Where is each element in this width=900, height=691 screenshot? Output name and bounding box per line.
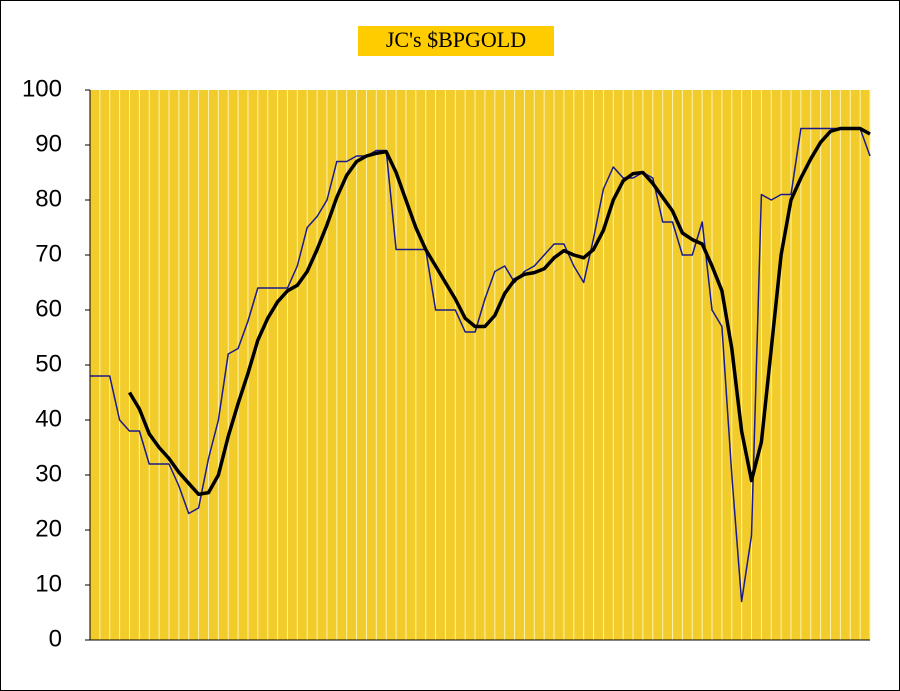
y-tick-label: 80 bbox=[35, 185, 62, 212]
title-box bbox=[358, 26, 554, 56]
y-tick-label: 90 bbox=[35, 130, 62, 157]
y-tick-label: 30 bbox=[35, 460, 62, 487]
y-tick-label: 70 bbox=[35, 240, 62, 267]
y-tick-label: 100 bbox=[22, 75, 62, 102]
y-tick-label: 0 bbox=[49, 625, 62, 652]
y-tick-label: 10 bbox=[35, 570, 62, 597]
y-tick-label: 40 bbox=[35, 405, 62, 432]
series-line bbox=[90, 127, 871, 603]
y-tick-label: 50 bbox=[35, 350, 62, 377]
chart-title: JC's $BPGOLD bbox=[386, 27, 526, 52]
y-tick-label: 20 bbox=[35, 515, 62, 542]
y-tick-label: 60 bbox=[35, 295, 62, 322]
plot-area bbox=[90, 90, 870, 640]
series-line bbox=[127, 126, 871, 497]
